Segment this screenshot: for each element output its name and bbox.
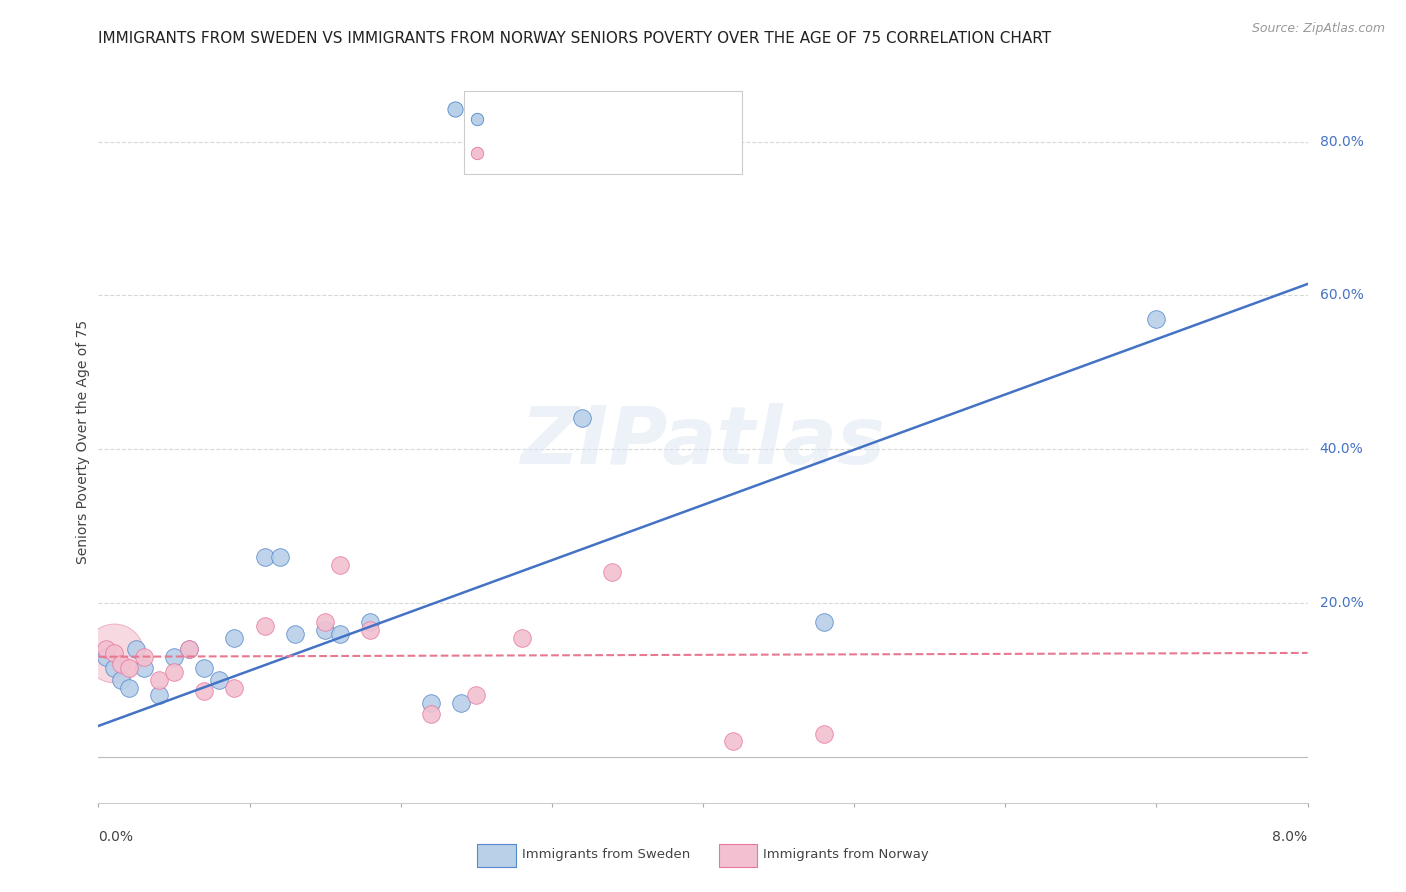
Point <box>465 688 488 702</box>
Point <box>132 649 155 664</box>
Point <box>125 642 148 657</box>
Point <box>420 707 443 722</box>
Point <box>284 626 307 640</box>
Y-axis label: Seniors Poverty Over the Age of 75: Seniors Poverty Over the Age of 75 <box>76 319 90 564</box>
Point <box>420 696 443 710</box>
Point <box>314 615 336 630</box>
Point <box>110 657 132 672</box>
Point <box>118 681 141 695</box>
Text: 60.0%: 60.0% <box>1320 288 1364 302</box>
Point <box>118 661 141 675</box>
Point <box>208 673 231 687</box>
Point <box>224 681 246 695</box>
Text: Immigrants from Sweden: Immigrants from Sweden <box>522 848 690 862</box>
Text: 8.0%: 8.0% <box>1272 830 1308 844</box>
Point <box>103 646 125 660</box>
Point <box>148 673 170 687</box>
FancyBboxPatch shape <box>477 844 516 867</box>
Text: R =  0.580   N = 23: R = 0.580 N = 23 <box>494 110 657 128</box>
Point <box>193 684 215 698</box>
Point <box>571 411 593 425</box>
Point <box>360 623 382 637</box>
Point <box>510 631 533 645</box>
Point <box>110 673 132 687</box>
Point <box>103 646 125 660</box>
Text: Immigrants from Norway: Immigrants from Norway <box>763 848 929 862</box>
Point <box>132 661 155 675</box>
Text: R = -0.002   N = 20: R = -0.002 N = 20 <box>494 144 657 161</box>
Point <box>179 642 201 657</box>
Point <box>253 619 276 633</box>
Point <box>314 623 336 637</box>
Text: 40.0%: 40.0% <box>1320 442 1364 456</box>
Point <box>269 549 291 564</box>
Text: 0.0%: 0.0% <box>98 830 134 844</box>
Point <box>813 726 835 740</box>
Point <box>450 696 472 710</box>
FancyBboxPatch shape <box>718 844 758 867</box>
Point <box>253 549 276 564</box>
Point <box>103 661 125 675</box>
Text: 80.0%: 80.0% <box>1320 135 1364 149</box>
Point <box>224 631 246 645</box>
Text: Source: ZipAtlas.com: Source: ZipAtlas.com <box>1251 22 1385 36</box>
Point <box>813 615 835 630</box>
Point <box>360 615 382 630</box>
Point <box>723 734 745 748</box>
Point <box>329 558 352 572</box>
Point <box>94 649 117 664</box>
FancyBboxPatch shape <box>464 91 742 174</box>
Point <box>179 642 201 657</box>
Point <box>193 661 215 675</box>
Point <box>163 665 186 680</box>
Text: IMMIGRANTS FROM SWEDEN VS IMMIGRANTS FROM NORWAY SENIORS POVERTY OVER THE AGE OF: IMMIGRANTS FROM SWEDEN VS IMMIGRANTS FRO… <box>98 31 1052 46</box>
Point <box>163 649 186 664</box>
Point <box>94 642 117 657</box>
Text: ZIPatlas: ZIPatlas <box>520 402 886 481</box>
Text: 20.0%: 20.0% <box>1320 596 1364 610</box>
Point <box>1146 311 1168 326</box>
Point <box>148 688 170 702</box>
Point <box>602 565 624 579</box>
Point <box>329 626 352 640</box>
